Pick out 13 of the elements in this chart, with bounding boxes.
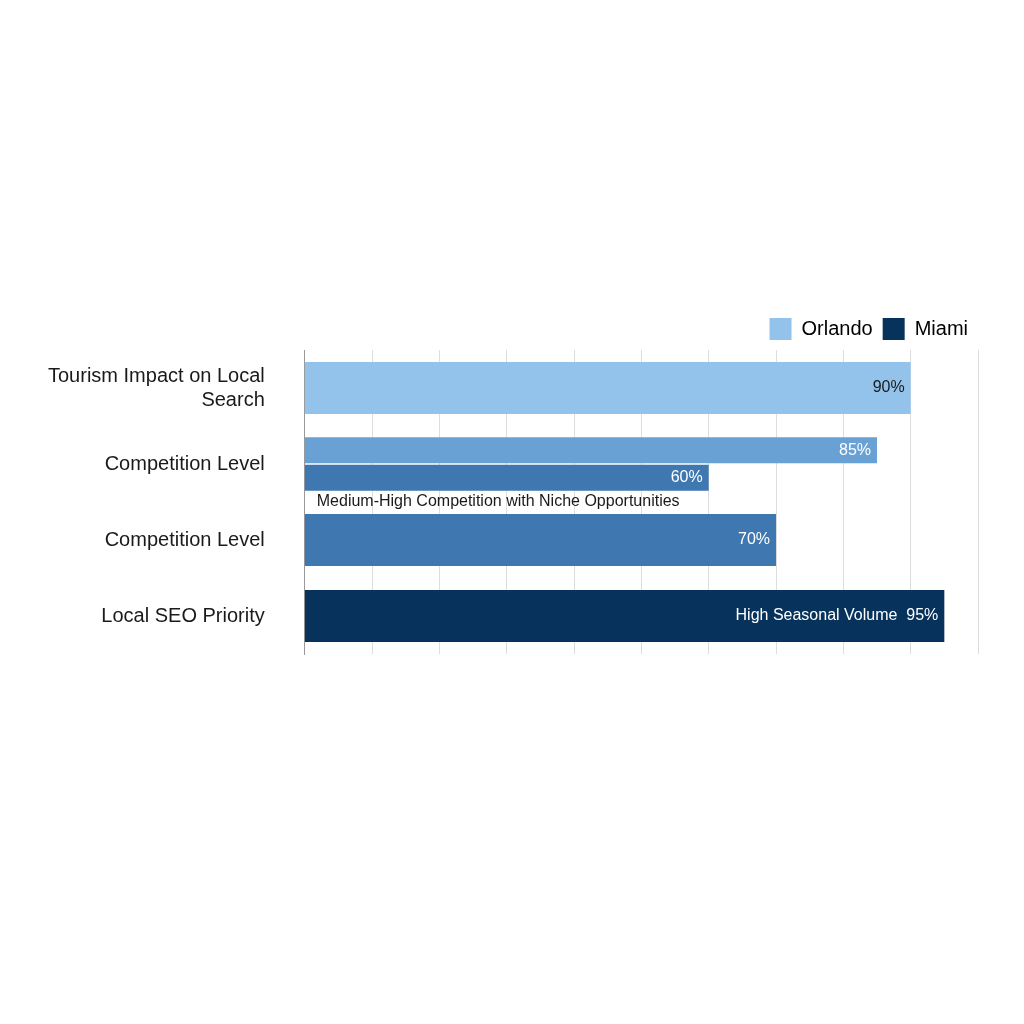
data-label: 70%: [738, 530, 771, 548]
data-label: High Seasonal Volume 95%: [735, 606, 939, 624]
y-tick-label: Competition Level: [104, 451, 265, 474]
data-label: 85%: [838, 440, 872, 458]
y-tick-label: Tourism Impact on Local Search: [47, 363, 265, 410]
y-tick-label: Competition Level: [104, 527, 265, 550]
legend-label: Miami: [914, 316, 969, 339]
data-label: 60%: [670, 468, 703, 486]
data-label: 90%: [872, 378, 905, 396]
annotation: Medium-High Competition with Niche Opportunities: [316, 492, 680, 510]
y-tick-label: Local SEO Priority: [101, 603, 265, 626]
bar: [304, 362, 911, 414]
legend-label: Orlando: [801, 316, 873, 339]
